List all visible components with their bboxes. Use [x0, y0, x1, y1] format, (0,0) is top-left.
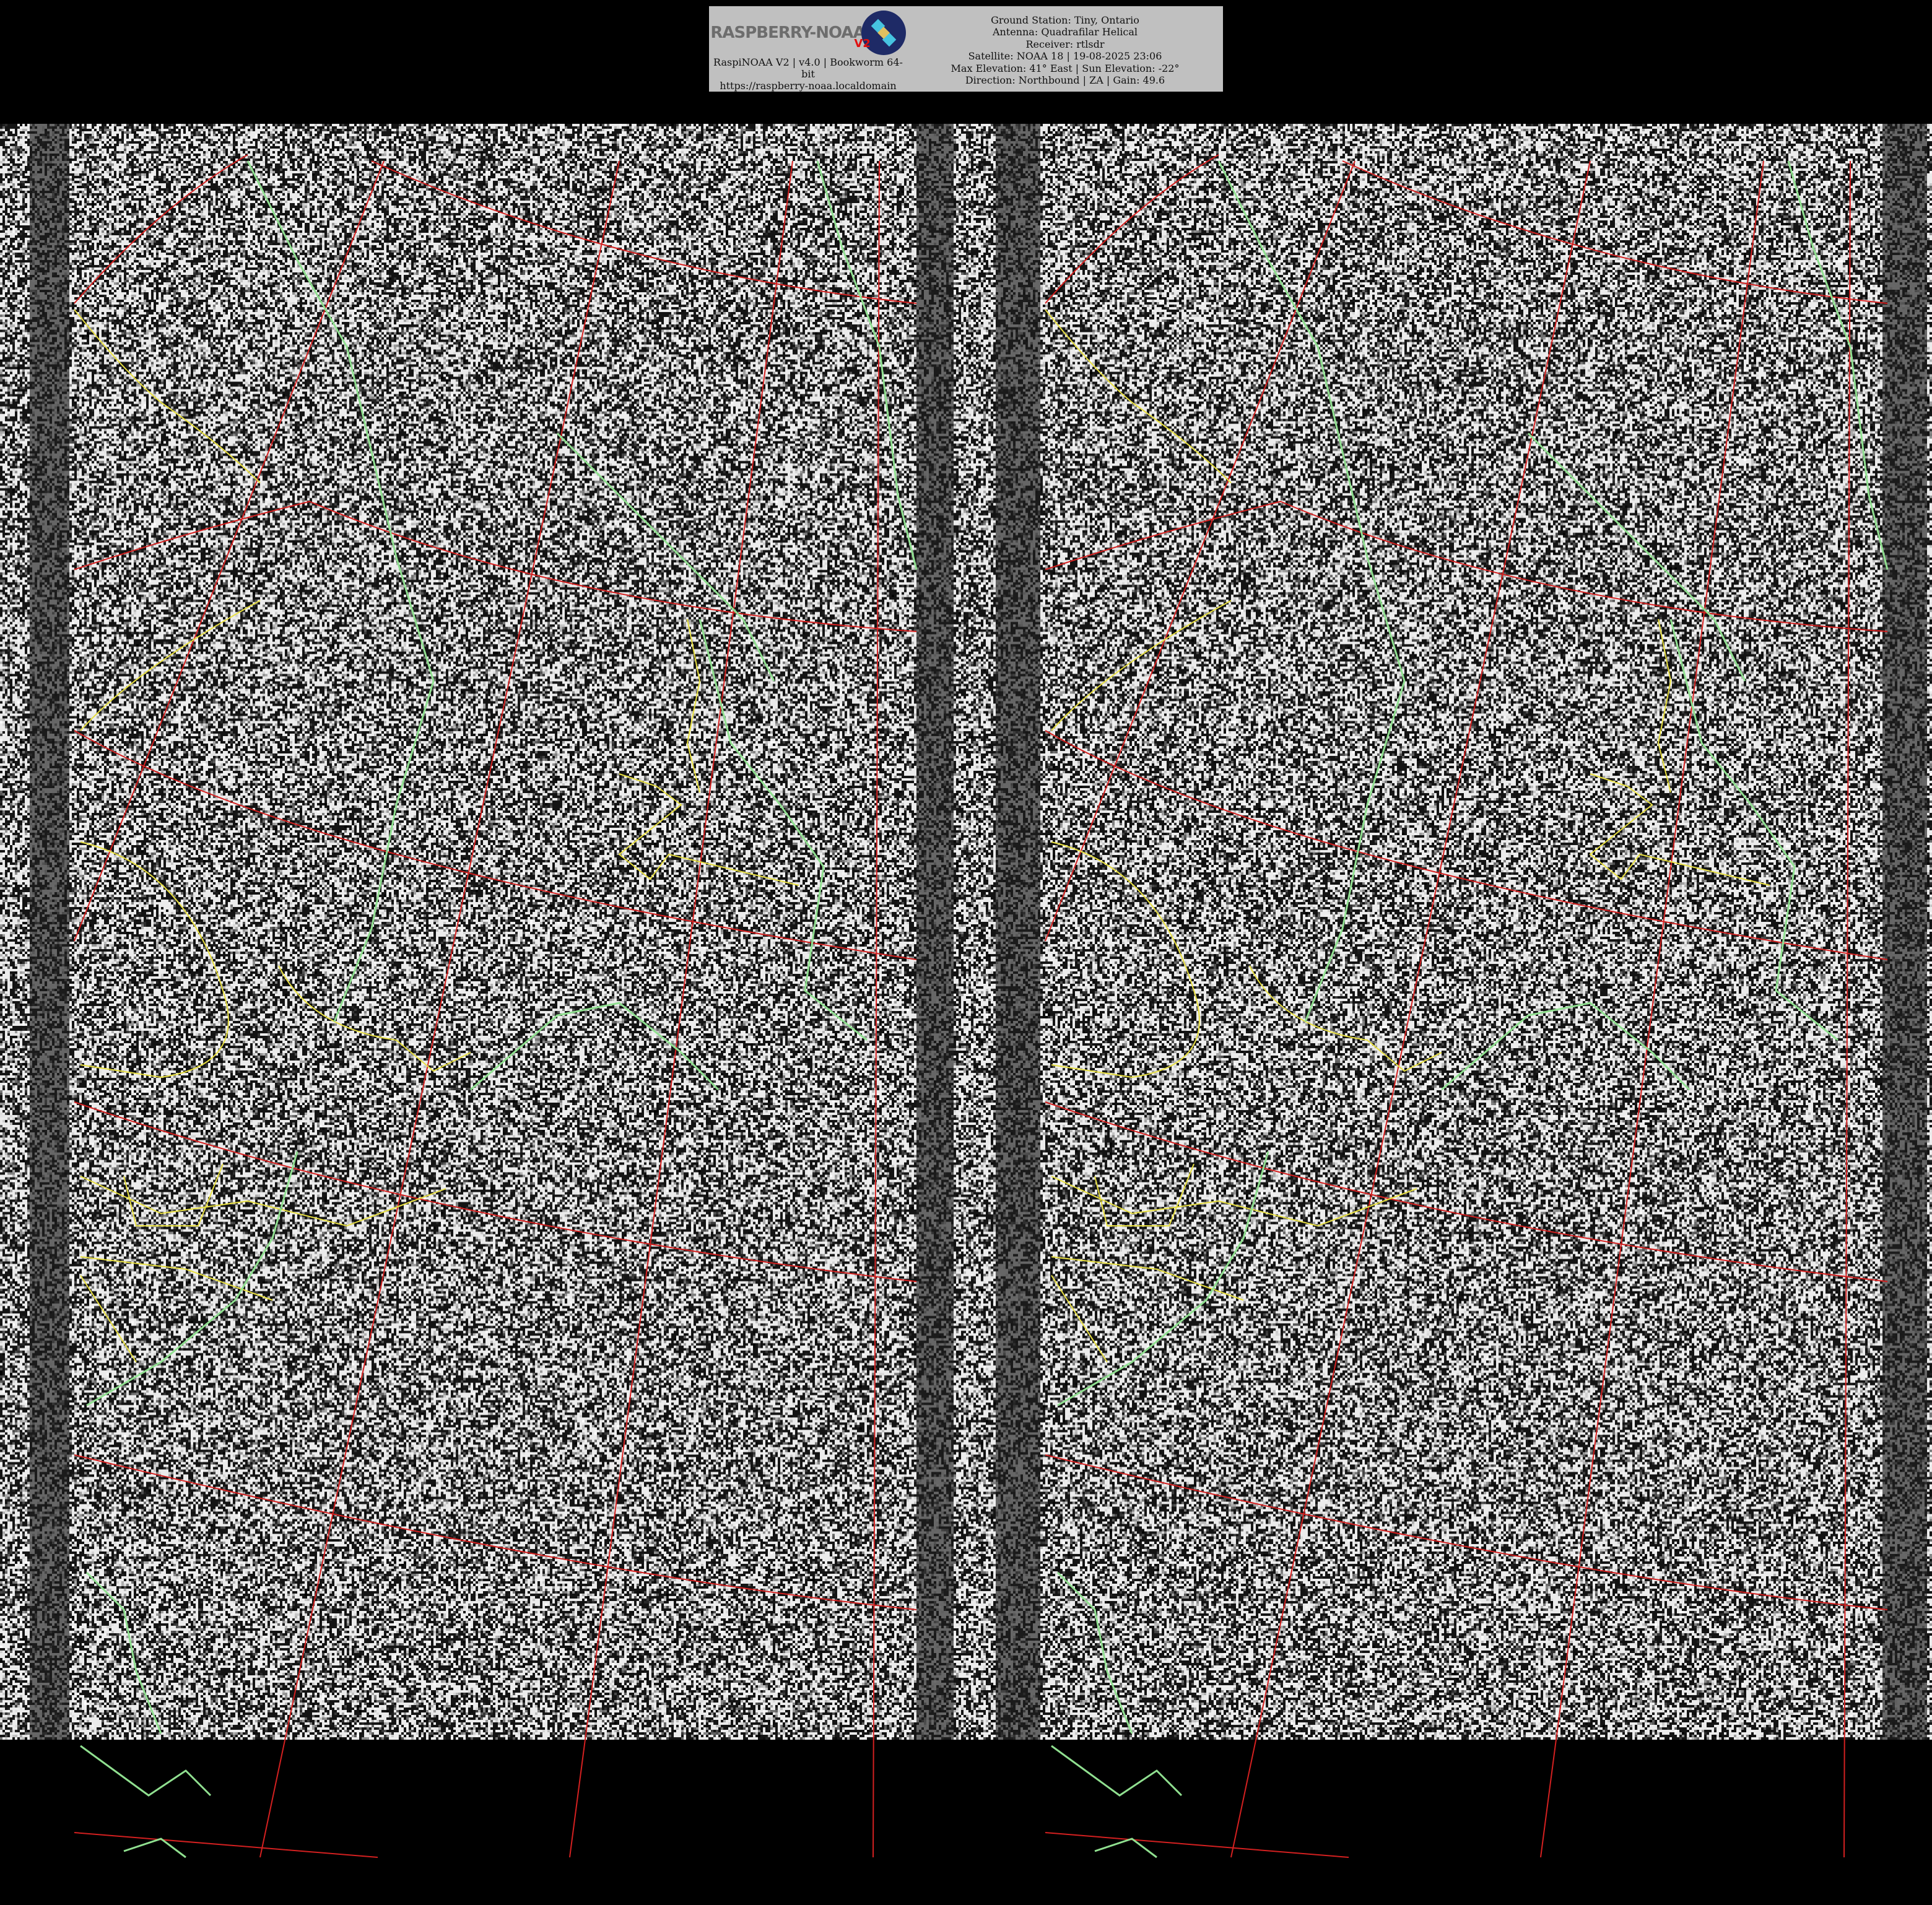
overlay-panel-a — [74, 155, 916, 1857]
overlay-panel-b — [1045, 155, 1887, 1857]
